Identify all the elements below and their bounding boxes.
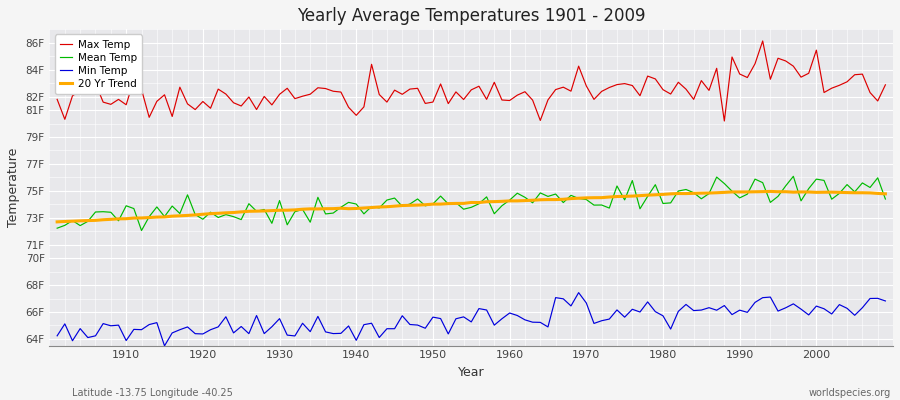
Min Temp <box>612 308 623 312</box>
Mean Temp <box>504 198 515 202</box>
Max Temp <box>497 98 508 102</box>
Text: worldspecies.org: worldspecies.org <box>809 388 891 398</box>
Mean Temp <box>604 206 615 210</box>
Line: 20 Yr Trend: 20 Yr Trend <box>58 192 886 222</box>
20 Yr Trend <box>596 195 607 200</box>
Max Temp <box>52 97 63 102</box>
Max Temp <box>596 89 607 94</box>
Mean Temp <box>290 209 301 214</box>
Min Temp <box>336 331 346 336</box>
20 Yr Trend <box>497 199 508 204</box>
Line: Mean Temp: Mean Temp <box>58 176 886 230</box>
Min Temp <box>512 313 523 318</box>
Max Temp <box>757 38 768 43</box>
Y-axis label: Temperature: Temperature <box>7 148 20 227</box>
Min Temp <box>573 290 584 295</box>
20 Yr Trend <box>113 216 124 221</box>
Title: Yearly Average Temperatures 1901 - 2009: Yearly Average Temperatures 1901 - 2009 <box>297 7 645 25</box>
Mean Temp <box>136 228 147 233</box>
Max Temp <box>328 89 338 94</box>
Line: Max Temp: Max Temp <box>58 41 886 121</box>
Mean Temp <box>52 226 63 230</box>
20 Yr Trend <box>328 206 338 211</box>
X-axis label: Year: Year <box>458 366 484 379</box>
Min Temp <box>880 298 891 303</box>
Mean Temp <box>788 174 799 179</box>
Max Temp <box>504 98 515 103</box>
Mean Temp <box>880 197 891 202</box>
Mean Temp <box>113 218 124 223</box>
Mean Temp <box>336 205 346 210</box>
Mean Temp <box>512 191 523 196</box>
Min Temp <box>504 311 515 316</box>
Max Temp <box>880 82 891 87</box>
20 Yr Trend <box>282 208 292 212</box>
Min Temp <box>290 334 301 338</box>
Text: Latitude -13.75 Longitude -40.25: Latitude -13.75 Longitude -40.25 <box>72 388 233 398</box>
Max Temp <box>282 86 292 91</box>
Legend: Max Temp, Mean Temp, Min Temp, 20 Yr Trend: Max Temp, Mean Temp, Min Temp, 20 Yr Tre… <box>55 34 142 94</box>
20 Yr Trend <box>52 220 63 224</box>
Max Temp <box>113 97 124 102</box>
20 Yr Trend <box>504 198 515 203</box>
Min Temp <box>113 323 124 328</box>
Max Temp <box>719 118 730 123</box>
Min Temp <box>52 334 63 338</box>
Line: Min Temp: Min Temp <box>58 293 886 346</box>
20 Yr Trend <box>880 192 891 196</box>
Min Temp <box>159 344 170 348</box>
20 Yr Trend <box>765 189 776 194</box>
